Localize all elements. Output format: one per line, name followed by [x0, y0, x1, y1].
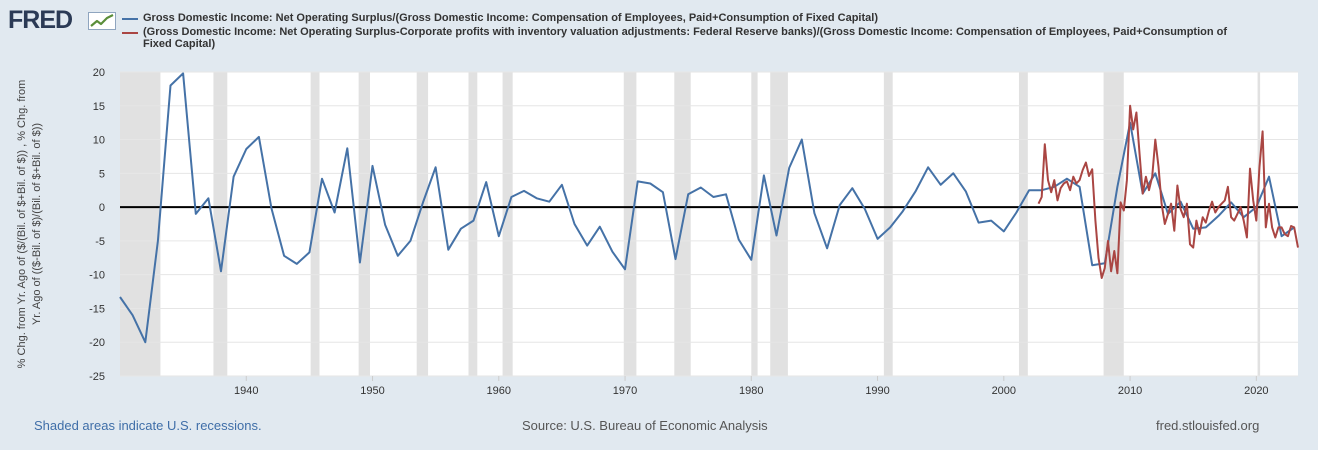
- y-tick-1: -20: [89, 337, 105, 349]
- y-tick-2: -15: [89, 303, 105, 315]
- y-tick-9: 20: [93, 67, 105, 79]
- legend-label-2: (Gross Domestic Income: Net Operating Su…: [143, 25, 1228, 51]
- series-lines: [119, 72, 1299, 344]
- legend-item-series-1[interactable]: Gross Domestic Income: Net Operating Sur…: [122, 12, 1232, 25]
- x-tick-3: 1970: [613, 385, 637, 397]
- fred-logo[interactable]: FRED: [8, 6, 118, 34]
- y-tick-3: -10: [89, 270, 105, 282]
- y-axis-label-line-2: Yr. Ago of (($-Bil. of $)/(Bil. of $+Bil…: [31, 123, 43, 325]
- recession-band-6: [502, 72, 513, 376]
- y-tick-0: -25: [89, 371, 105, 383]
- legend-item-series-2[interactable]: (Gross Domestic Income: Net Operating Su…: [122, 26, 1232, 51]
- recession-band-14: [1257, 72, 1261, 376]
- x-axis-ticks: 1940 1950 1960 1970 1980 1990 2000 2010 2020: [234, 376, 1269, 397]
- series-line-1: [119, 72, 1295, 344]
- recession-band-9: [751, 72, 758, 376]
- legend-swatch-2: [122, 31, 138, 34]
- y-axis-label-line-1: % Chg. from Yr. Ago of ($/(Bil. of $+Bil…: [16, 80, 28, 369]
- y-tick-8: 15: [93, 101, 105, 113]
- x-tick-2: 1960: [487, 385, 511, 397]
- y-tick-7: 10: [93, 135, 105, 147]
- recession-band-13: [1103, 72, 1124, 376]
- x-tick-0: 1940: [234, 385, 258, 397]
- legend: Gross Domestic Income: Net Operating Sur…: [122, 12, 1232, 52]
- recession-band-1: [213, 72, 228, 376]
- x-tick-6: 2000: [992, 385, 1016, 397]
- x-tick-5: 1990: [865, 385, 889, 397]
- y-tick-4: -5: [95, 236, 105, 248]
- x-tick-7: 2010: [1118, 385, 1142, 397]
- x-tick-4: 1980: [739, 385, 763, 397]
- gridlines: [120, 71, 1298, 377]
- series-line-2: [1037, 104, 1299, 279]
- website-link[interactable]: fred.stlouisfed.org: [1156, 418, 1260, 433]
- recession-band-7: [623, 72, 637, 376]
- y-axis-ticks: -25 -20 -15 -10 -5 0 5 10 15 20: [89, 67, 105, 383]
- recession-note[interactable]: Shaded areas indicate U.S. recessions.: [34, 418, 262, 433]
- x-tick-1: 1950: [360, 385, 384, 397]
- y-tick-5: 0: [99, 202, 105, 214]
- recession-bands: [120, 72, 1261, 376]
- legend-swatch-1: [122, 18, 138, 20]
- legend-label-1: Gross Domestic Income: Net Operating Sur…: [143, 12, 878, 24]
- recession-band-12: [1018, 72, 1028, 376]
- x-tick-8: 2020: [1244, 385, 1268, 397]
- recession-band-5: [468, 72, 478, 376]
- recession-band-4: [416, 72, 429, 376]
- chart-trend-icon: [88, 12, 116, 30]
- logo-text: FRED: [8, 6, 73, 34]
- recession-band-0: [120, 72, 161, 376]
- source-note: Source: U.S. Bureau of Economic Analysis: [522, 418, 768, 433]
- y-tick-6: 5: [99, 168, 105, 180]
- recession-band-11: [883, 72, 893, 376]
